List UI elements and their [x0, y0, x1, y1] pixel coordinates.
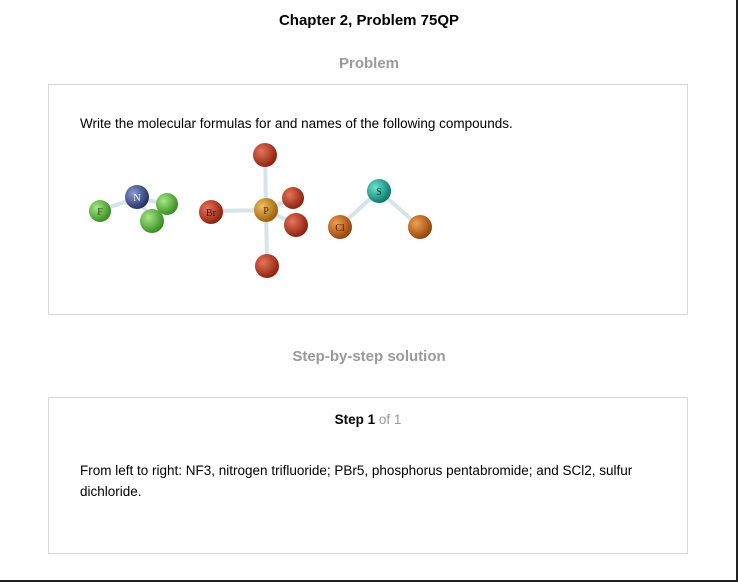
fluorine-atom	[156, 193, 178, 215]
scl2-molecule: S Cl	[328, 179, 432, 239]
pbr5-bonds	[209, 153, 297, 267]
bromine-atom	[282, 187, 304, 209]
bromine-atom	[255, 254, 279, 278]
pbr5-molecule: Br P	[199, 143, 308, 278]
fluorine-label: F	[97, 207, 103, 218]
step-count: of 1	[378, 412, 402, 427]
chlorine-atom	[328, 215, 352, 239]
solution-text: From left to right: NF3, nitrogen triflu…	[80, 463, 633, 499]
bromine-atom	[253, 143, 277, 167]
problem-card: Write the molecular formulas for and nam…	[48, 84, 688, 315]
chlorine-atom	[408, 215, 432, 239]
phosphorus-atom	[254, 198, 278, 222]
phosphorus-label: P	[263, 206, 269, 217]
solution-heading: Step-by-step solution	[292, 348, 446, 365]
problem-heading: Problem	[338, 55, 399, 72]
sulfur-label: S	[376, 187, 382, 198]
nf3-molecule: N F	[89, 185, 178, 233]
step-header: Step 1 of 1	[49, 412, 687, 427]
molecule-illustrations: N F Br P	[89, 143, 432, 278]
nitrogen-atom	[125, 185, 149, 209]
page-title: Chapter 2, Problem 75QP	[278, 12, 460, 29]
bromine-label: Br	[206, 208, 217, 219]
step-label: Step 1	[334, 412, 376, 427]
problem-text: Write the molecular formulas for and nam…	[80, 116, 513, 131]
sulfur-atom	[367, 179, 391, 203]
chlorine-label: Cl	[335, 223, 345, 234]
fluorine-atom	[140, 209, 164, 233]
bromine-atom	[284, 213, 308, 237]
fluorine-atom	[89, 200, 111, 222]
bromine-atom	[199, 200, 223, 224]
solution-card: Step 1 of 1 From left to right: NF3, nit…	[48, 397, 688, 554]
nitrogen-label: N	[133, 193, 140, 204]
